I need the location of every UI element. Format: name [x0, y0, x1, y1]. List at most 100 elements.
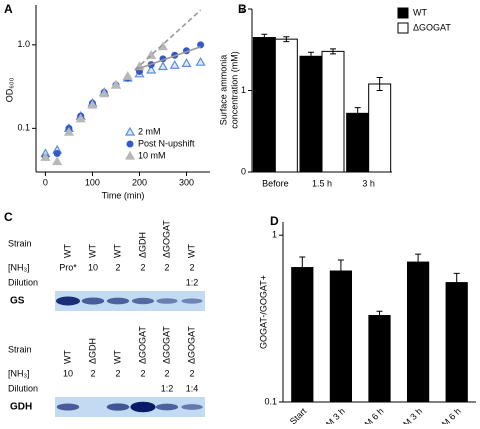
legend-marker — [124, 150, 136, 160]
x-tick-label: 10 mM 6 h — [426, 406, 463, 424]
row-label: Strain — [8, 238, 32, 248]
error-bar — [299, 256, 306, 281]
gel-strip — [55, 291, 205, 311]
fit-line — [134, 9, 202, 71]
gel-band — [130, 401, 156, 413]
y-tick-label: 1.0 — [17, 39, 30, 49]
cell-label: Pro* — [59, 262, 77, 272]
error-bar — [261, 33, 268, 42]
strain-label: WT — [112, 244, 122, 258]
error-bar — [308, 51, 314, 61]
gel-band — [156, 298, 178, 304]
data-point — [99, 88, 110, 98]
gel-band — [106, 403, 130, 411]
y-axis-label: concentration (mM) — [229, 51, 239, 129]
data-point — [157, 61, 169, 71]
error-bar — [283, 36, 290, 43]
data-point — [195, 56, 206, 66]
cell-label: 2 — [140, 262, 145, 272]
x-tick-label: 10 mM 3 h — [387, 406, 424, 424]
gel-band — [106, 297, 130, 305]
bar — [346, 112, 370, 173]
strain-label: ΔGOGAT — [186, 326, 196, 364]
cell-label: 2 — [90, 368, 95, 378]
strain-label: WT — [186, 244, 196, 258]
data-point — [122, 71, 133, 80]
legend-marker — [124, 126, 136, 136]
legend-label: WT — [413, 7, 427, 17]
gel-band — [56, 403, 80, 411]
strain-label: ΔGOGAT — [137, 326, 147, 364]
cell-label: 2 — [164, 368, 169, 378]
gel-band — [155, 403, 179, 411]
y-axis-label: OD₆₀₀ — [4, 77, 14, 102]
data-point — [110, 79, 121, 89]
strain-label: ΔGDH — [87, 338, 97, 364]
y-tick-label: 0 — [241, 166, 246, 176]
cell-label: 2 — [115, 368, 120, 378]
x-axis-label: Time (min) — [102, 190, 145, 200]
fit-line — [134, 45, 201, 71]
gel-band — [181, 404, 203, 410]
x-tick-label: 200 — [132, 177, 147, 187]
cell-label: 2 — [164, 262, 169, 272]
x-tick-label: 1.5 h — [312, 178, 332, 188]
y-axis-label: Surface ammonia — [218, 55, 228, 126]
x-tick-label: Before — [262, 178, 289, 188]
error-bar — [337, 259, 344, 285]
error-bar — [453, 272, 460, 294]
y-tick-label: 1 — [241, 85, 246, 95]
bar — [445, 282, 468, 403]
gel-band — [56, 296, 80, 306]
band-label: GS — [10, 296, 25, 307]
bar — [406, 261, 430, 403]
cell-label: 1:2 — [161, 383, 174, 393]
data-point — [169, 60, 180, 69]
row-label: Strain — [8, 344, 32, 354]
x-tick-label: 2 mM 3 h — [313, 406, 347, 424]
data-point — [53, 149, 61, 157]
x-tick-label: 3 h — [362, 178, 375, 188]
y-tick-label: 1 — [272, 230, 277, 240]
data-point — [146, 64, 157, 74]
y-axis-label: GOGAT-/GOGAT+ — [258, 275, 268, 349]
data-point — [75, 113, 86, 123]
legend-marker — [126, 140, 134, 148]
y-tick-label: 0.1 — [17, 123, 30, 133]
bar — [274, 38, 298, 173]
strain-label: ΔGOGAT — [161, 220, 171, 258]
bar — [321, 50, 345, 173]
gel-strip — [55, 397, 205, 417]
data-point — [52, 156, 63, 166]
cell-label: 2 — [140, 368, 145, 378]
bar — [368, 315, 391, 403]
bar — [329, 270, 353, 403]
error-bar — [330, 48, 336, 55]
row-label: [NH₃] — [8, 368, 30, 378]
data-point — [181, 58, 192, 67]
data-point — [40, 152, 51, 161]
panel-label: C — [4, 210, 13, 224]
legend-swatch — [397, 7, 409, 19]
row-label: [NH₃] — [8, 262, 30, 272]
error-bar — [376, 310, 383, 321]
data-point — [63, 126, 74, 136]
gel-band — [132, 297, 154, 305]
legend-swatch — [397, 22, 409, 34]
gel-band — [81, 297, 105, 305]
strain-label: WT — [112, 350, 122, 364]
bar — [291, 267, 314, 403]
row-label: Dilution — [8, 277, 38, 287]
legend-label: ΔGOGAT — [413, 22, 451, 32]
strain-label: ΔGDH — [137, 232, 147, 258]
cell-label: 10 — [88, 262, 98, 272]
band-label: GDH — [10, 402, 32, 413]
strain-label: ΔGOGAT — [161, 326, 171, 364]
bar — [299, 55, 323, 173]
bar — [368, 83, 392, 173]
panel-label: B — [238, 2, 247, 16]
legend-label: 10 mM — [138, 150, 166, 160]
data-point — [87, 99, 98, 109]
x-tick-label: 100 — [85, 177, 100, 187]
